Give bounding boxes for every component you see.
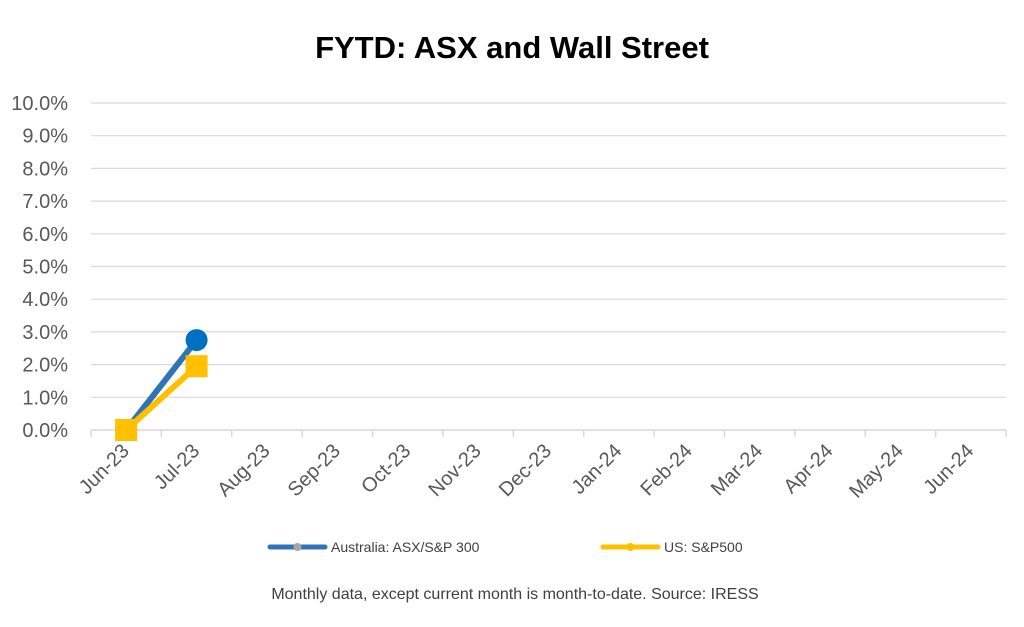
legend-label: Australia: ASX/S&P 300 [331,539,480,555]
y-tick-label: 0.0% [22,420,68,442]
legend-label: US: S&P500 [664,539,743,555]
gridlines [91,102,1006,398]
series-line-1 [123,363,200,433]
x-tick-label: Aug-23 [213,440,274,501]
data-point [185,329,208,352]
y-tick-label: 3.0% [22,322,68,344]
series-line-0 [123,337,200,433]
y-tick-label: 1.0% [22,387,68,409]
chart-footnote: Monthly data, except current month is mo… [271,586,758,603]
x-tick-label: May-24 [845,440,908,503]
y-tick-label: 8.0% [22,158,68,180]
x-tick-label: Nov-23 [424,440,485,501]
x-tick-label: Apr-24 [780,440,838,498]
y-tick-label: 10.0% [11,93,68,115]
x-tick-label: Jun-24 [920,440,979,499]
x-tick-label: Feb-24 [636,440,696,500]
series [115,329,208,441]
y-tick-label: 2.0% [22,355,68,377]
y-tick-label: 7.0% [22,191,68,213]
y-tick-label: 5.0% [22,257,68,279]
x-tick-label: Jun-23 [75,440,134,499]
data-point [185,355,208,378]
x-tick-label: Dec-23 [495,440,556,501]
legend: Australia: ASX/S&P 300 US: S&P500 [267,539,743,555]
legend-marker [293,543,302,551]
x-tick-label: Jan-24 [568,440,627,499]
legend-marker [626,543,635,551]
y-tick-label: 9.0% [22,126,68,148]
x-tick-label: Oct-23 [357,440,415,498]
chart-title: FYTD: ASX and Wall Street [315,30,709,65]
x-tick-label: Jul-23 [150,440,204,494]
y-tick-label: 4.0% [22,289,68,311]
data-point [115,419,138,441]
x-tick-label: Mar-24 [707,440,767,500]
y-tick-label: 6.0% [22,224,68,246]
axes: 0.0% 1.0% 2.0% 3.0% 4.0% 5.0% 6.0% 7.0% 8.0% 9.0%… [11,93,1007,503]
x-tick-label: Sep-23 [284,440,345,501]
